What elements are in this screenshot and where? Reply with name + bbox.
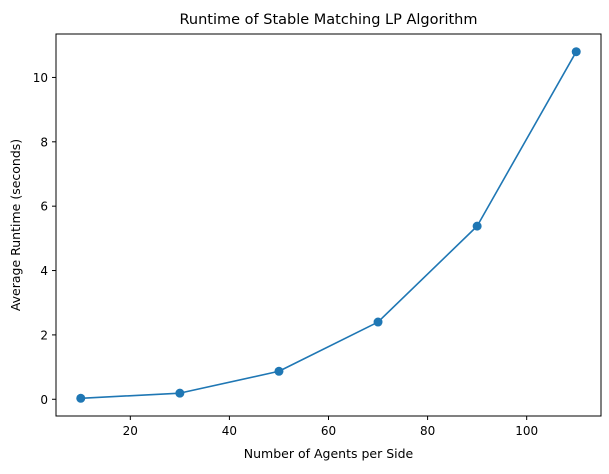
x-axis-label: Number of Agents per Side bbox=[244, 446, 414, 461]
chart-title: Runtime of Stable Matching LP Algorithm bbox=[179, 12, 477, 28]
data-point bbox=[175, 388, 185, 398]
data-point bbox=[274, 366, 284, 376]
x-axis-ticks: 20 40 60 80 100 bbox=[123, 416, 538, 438]
x-tick-label: 20 bbox=[123, 424, 138, 438]
y-tick-label: 2 bbox=[40, 328, 48, 342]
data-point bbox=[76, 393, 86, 403]
y-tick-label: 0 bbox=[40, 393, 48, 407]
data-point bbox=[472, 221, 482, 231]
y-tick-label: 4 bbox=[40, 264, 48, 278]
series-layer bbox=[76, 47, 581, 403]
data-point bbox=[373, 317, 383, 327]
x-tick-label: 100 bbox=[515, 424, 538, 438]
y-tick-label: 8 bbox=[40, 135, 48, 149]
data-point bbox=[571, 47, 581, 57]
x-tick-label: 60 bbox=[321, 424, 336, 438]
x-tick-label: 40 bbox=[222, 424, 237, 438]
y-tick-label: 10 bbox=[33, 71, 48, 85]
x-tick-label: 80 bbox=[420, 424, 435, 438]
y-axis-ticks: 0 2 4 6 8 10 bbox=[33, 71, 56, 407]
series-line bbox=[80, 51, 577, 400]
y-axis-label: Average Runtime (seconds) bbox=[8, 139, 23, 311]
plot-frame bbox=[55, 33, 602, 417]
y-tick-label: 6 bbox=[40, 200, 48, 214]
